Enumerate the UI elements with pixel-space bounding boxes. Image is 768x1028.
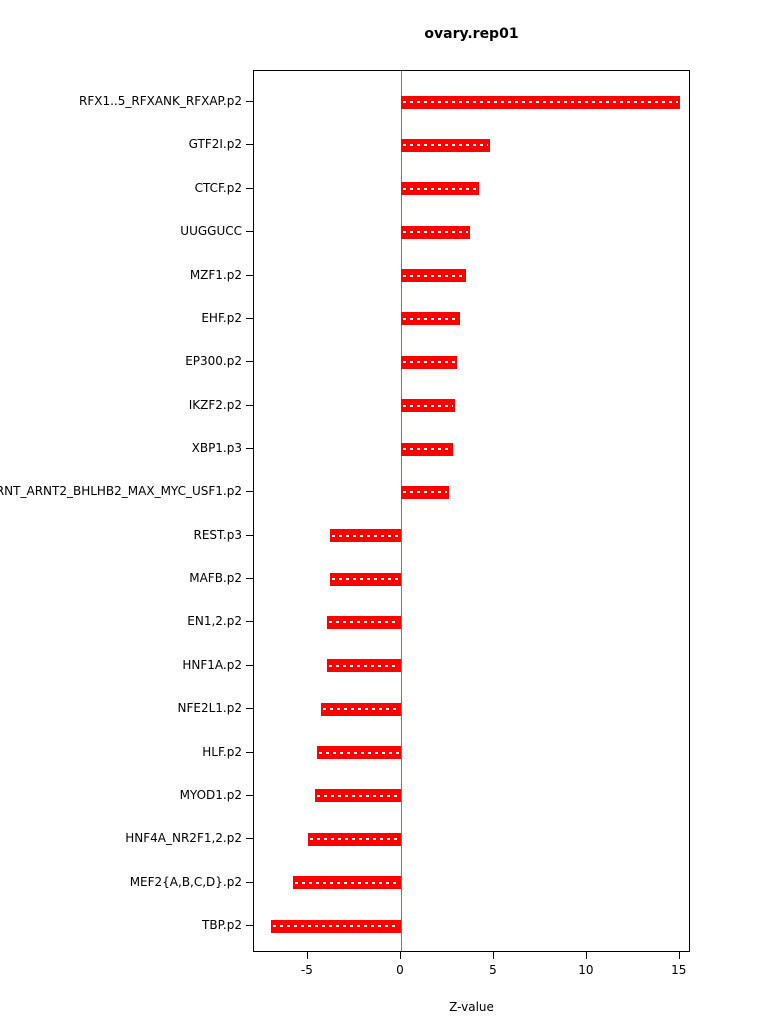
bar-hatch <box>402 491 448 494</box>
x-axis-title: Z-value <box>449 1000 494 1014</box>
category-label: TBP.p2 <box>202 918 242 932</box>
bar-hatch <box>402 361 455 364</box>
category-label: MEF2{A,B,C,D}.p2 <box>129 874 242 889</box>
y-tick <box>246 621 253 623</box>
category-label: HNF4A_NR2F1,2.p2 <box>125 831 242 846</box>
bar <box>400 225 470 239</box>
y-tick <box>246 448 253 449</box>
bar-hatch <box>402 144 489 147</box>
category-label: ARNT_ARNT2_BHLHB2_MAX_MYC_USF1.p2 <box>0 484 242 499</box>
x-tick <box>492 952 494 959</box>
bar-hatch <box>402 274 464 277</box>
y-tick <box>246 231 253 233</box>
y-tick <box>246 534 253 536</box>
x-tick-label: 0 <box>396 963 404 977</box>
y-tick <box>246 274 253 276</box>
y-tick <box>246 838 253 840</box>
x-tick <box>399 952 401 959</box>
x-tick-label: -5 <box>300 963 313 977</box>
bar-hatch <box>402 317 459 320</box>
y-tick <box>246 751 253 753</box>
bar-hatch <box>328 621 399 624</box>
y-tick <box>246 794 253 796</box>
bar-hatch <box>402 404 453 407</box>
x-tick-label: 10 <box>578 963 594 977</box>
category-label: HNF1A.p2 <box>182 657 242 672</box>
category-label: UUGGUCC <box>180 224 242 239</box>
bar <box>400 182 479 196</box>
x-tick-label: 15 <box>671 963 687 977</box>
bar <box>400 312 461 326</box>
x-tick <box>306 952 308 959</box>
plot-area <box>253 70 690 952</box>
bar <box>330 529 401 543</box>
bar-hatch <box>402 101 678 103</box>
chart-title: ovary.rep01 <box>424 26 519 42</box>
x-tick <box>585 952 587 959</box>
bar-hatch <box>317 794 399 797</box>
category-label: RFX1..5_RFXANK_RFXAP.p2 <box>79 94 242 108</box>
y-tick <box>246 578 253 580</box>
y-tick <box>246 404 253 406</box>
bar <box>400 442 453 456</box>
y-tick <box>246 708 253 710</box>
bar-hatch <box>322 708 399 711</box>
bar <box>270 919 401 933</box>
y-tick <box>246 317 253 319</box>
category-label: MYOD1.p2 <box>179 787 242 802</box>
bar <box>293 876 401 890</box>
category-label: CTCF.p2 <box>194 180 242 195</box>
bar <box>317 746 401 759</box>
bar-hatch <box>332 578 399 581</box>
category-label: GTF2I.p2 <box>188 137 242 152</box>
x-tick-label: 5 <box>489 963 497 977</box>
bar-hatch <box>332 534 399 537</box>
bar <box>400 138 491 152</box>
bar <box>400 485 450 499</box>
category-label: MAFB.p2 <box>189 571 242 586</box>
bar-hatch <box>402 448 451 450</box>
y-tick <box>246 925 253 926</box>
category-label: EN1,2.p2 <box>187 614 242 629</box>
bar <box>330 572 401 586</box>
bar-hatch <box>295 881 399 884</box>
category-label: NFE2L1.p2 <box>177 701 242 716</box>
bar-hatch <box>402 187 477 190</box>
bar <box>326 615 401 629</box>
y-tick <box>246 187 253 189</box>
bar <box>326 659 401 673</box>
bar <box>400 399 455 413</box>
bar-hatch <box>309 838 399 841</box>
category-label: MZF1.p2 <box>189 267 242 282</box>
y-tick <box>246 101 253 102</box>
y-tick <box>246 881 253 883</box>
bar <box>400 355 457 369</box>
bar <box>400 269 466 282</box>
bar-hatch <box>402 231 468 234</box>
bar <box>400 95 680 109</box>
bar-hatch <box>319 751 399 754</box>
category-label: EP300.p2 <box>185 354 242 369</box>
bar-hatch <box>272 925 399 927</box>
y-tick <box>246 491 253 493</box>
y-tick <box>246 664 253 666</box>
x-tick <box>678 952 680 959</box>
category-label: EHF.p2 <box>201 310 242 325</box>
category-label: HLF.p2 <box>202 744 242 759</box>
bar <box>307 832 401 846</box>
bar-hatch <box>328 664 399 667</box>
bar <box>320 702 401 716</box>
y-tick <box>246 144 253 146</box>
category-label: REST.p3 <box>193 527 242 542</box>
category-label: XBP1.p3 <box>191 441 242 455</box>
y-tick <box>246 361 253 363</box>
bar <box>315 789 401 803</box>
category-label: IKZF2.p2 <box>188 397 242 412</box>
zero-line <box>400 71 402 951</box>
